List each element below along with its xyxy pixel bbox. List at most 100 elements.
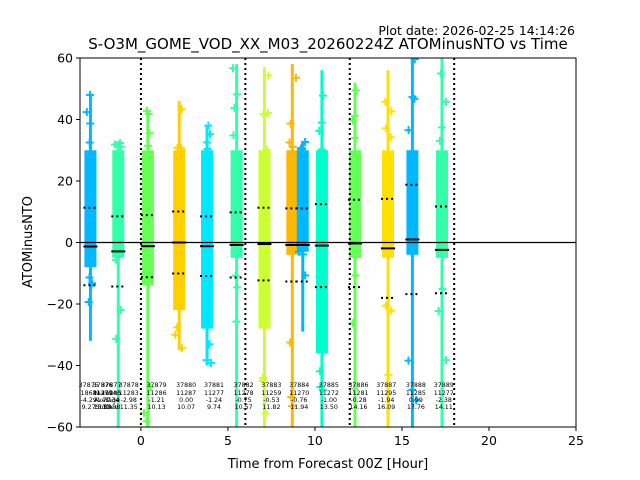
outlier-point [146,383,155,392]
outlier-point [287,393,296,402]
outlier-point [299,250,308,259]
stats-cell: 16.09 [377,404,395,411]
stats-cell: 37880 [176,382,196,389]
stats-cell: Number [94,390,120,397]
outlier-point [435,136,444,145]
outlier-point [177,146,186,155]
outlier-point [177,105,186,114]
x-tick-label: 15 [394,433,410,448]
outlier-point [412,396,421,405]
stats-cell: 11272 [319,390,339,397]
x-tick-label: 20 [481,433,497,448]
x-tick-label: 10 [307,433,323,448]
stats-cell: StdDev [96,404,119,411]
stats-cell: 11279 [93,390,113,397]
stats-cell: 11283 [119,390,139,397]
stats-cell: -1.00 [321,397,337,404]
outlier-point [434,307,443,316]
stats-cell: 17.76 [407,404,425,411]
outlier-point [286,338,295,347]
outlier-point [203,138,212,147]
stats-cell: 11295 [376,390,396,397]
outlier-point [441,97,450,106]
stats-cell: -1.94 [378,397,394,404]
outlier-point [301,271,310,280]
stats-cell: 10.07 [177,404,195,411]
stats-cell: 10.38 [102,404,120,411]
stats-cell: 11285 [406,390,426,397]
stats-cell: -1.34 [103,397,119,404]
stats-cell: 37877 [101,382,121,389]
outlier-point [230,103,239,112]
y-tick-label: 40 [57,112,73,127]
outlier-point [204,121,213,130]
y-tick-label: 0 [65,235,73,250]
outlier-point [171,330,180,339]
stats-cell: 11.94 [290,404,308,411]
data-series-6 [257,67,273,427]
outlier-point [315,126,324,135]
outlier-point [144,141,153,150]
y-tick-label: −60 [47,420,73,435]
stats-cell: -2.38 [436,397,452,404]
outlier-point [258,377,267,386]
outlier-point [441,356,450,365]
outlier-point [352,86,361,95]
data-series-5 [229,64,244,427]
stats-cell: 37885 [319,382,339,389]
outlier-point [144,110,153,119]
outlier-point [348,116,357,125]
stats-cell: 14.16 [349,404,367,411]
plot-area [80,58,576,427]
outlier-point [173,323,182,332]
outlier-point [294,247,303,256]
outlier-point [285,138,294,147]
outlier-point [205,340,214,349]
outlier-point [386,133,395,142]
stats-cell: 37889 [434,382,454,389]
stats-cell: -0.53 [263,397,279,404]
outlier-point [316,383,325,392]
outlier-point [229,64,238,73]
data-series-8 [294,137,310,332]
data-series-0 [82,90,98,341]
outlier-point [85,138,94,147]
outlier-point [264,71,273,80]
stats-cell: -4.29 [81,397,97,404]
outlier-point [301,137,310,146]
data-series-7 [285,64,301,427]
stats-cell: 37882 [234,382,254,389]
stats-cell: 37886 [348,382,368,389]
y-tick-label: −20 [47,297,73,312]
data-series-11 [381,70,396,427]
stats-cell: 15.80 [94,404,112,411]
y-axis-label: ATOMinusNTO [21,196,36,288]
stats-cell: 37888 [406,382,426,389]
stats-cell: Average [94,397,120,404]
data-series-9 [314,70,329,427]
data-series-10 [347,82,362,427]
outlier-point [438,284,447,293]
outlier-point [114,142,123,151]
data-series-1 [110,139,126,427]
stats-cell: -1.77 [94,397,110,404]
outlier-point [206,130,215,139]
stats-cell: 10.57 [235,404,253,411]
outlier-point [288,402,297,411]
plot-date: Plot date: 2026-02-25 14:14:26 [378,23,575,38]
stats-cell: 37878 [119,382,139,389]
stats-cell: 11278 [234,390,254,397]
chart-title: S-O3M_GOME_VOD_XX_M03_20260224Z ATOMinus… [88,35,567,54]
outlier-point [404,356,413,365]
stats-cell: 11259 [261,390,281,397]
x-tick-label: 0 [137,433,145,448]
stats-cell: 11277 [204,390,224,397]
outlier-point [116,305,125,314]
data-series-2 [140,106,155,427]
outlier-point [317,118,326,127]
outlier-point [84,297,93,306]
outlier-point [349,384,358,393]
stats-cell: 11.82 [262,404,280,411]
outlier-point [381,124,390,133]
